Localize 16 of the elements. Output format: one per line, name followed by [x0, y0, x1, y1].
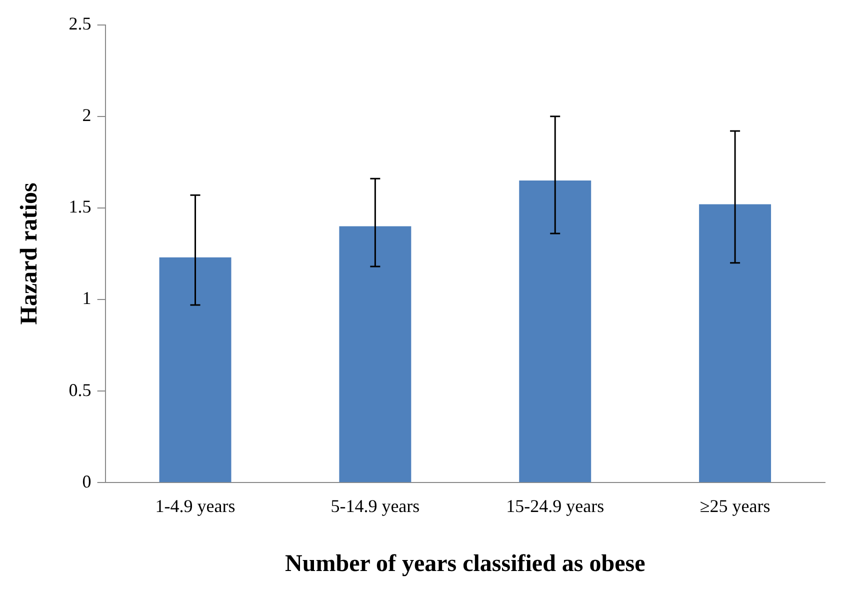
bar [339, 226, 412, 482]
y-tick-label: 2 [82, 105, 92, 126]
y-axis-title: Hazard ratios [16, 182, 43, 325]
x-tick-label: 1-4.9 years [155, 496, 236, 516]
x-tick-label: 15-24.9 years [506, 496, 604, 516]
y-tick-label: 1 [82, 288, 92, 308]
y-tick-label: 0.5 [68, 380, 92, 400]
x-tick-label: 5-14.9 years [330, 496, 420, 516]
y-tick-label: 2.5 [68, 14, 92, 34]
bar [699, 204, 772, 482]
x-tick-label: ≥25 years [700, 496, 770, 516]
y-tick-label: 0 [82, 471, 92, 492]
y-tick-label: 1.5 [68, 196, 92, 217]
bar [519, 180, 592, 482]
x-axis-title: Number of years classified as obese [285, 550, 646, 577]
bar [159, 257, 232, 482]
